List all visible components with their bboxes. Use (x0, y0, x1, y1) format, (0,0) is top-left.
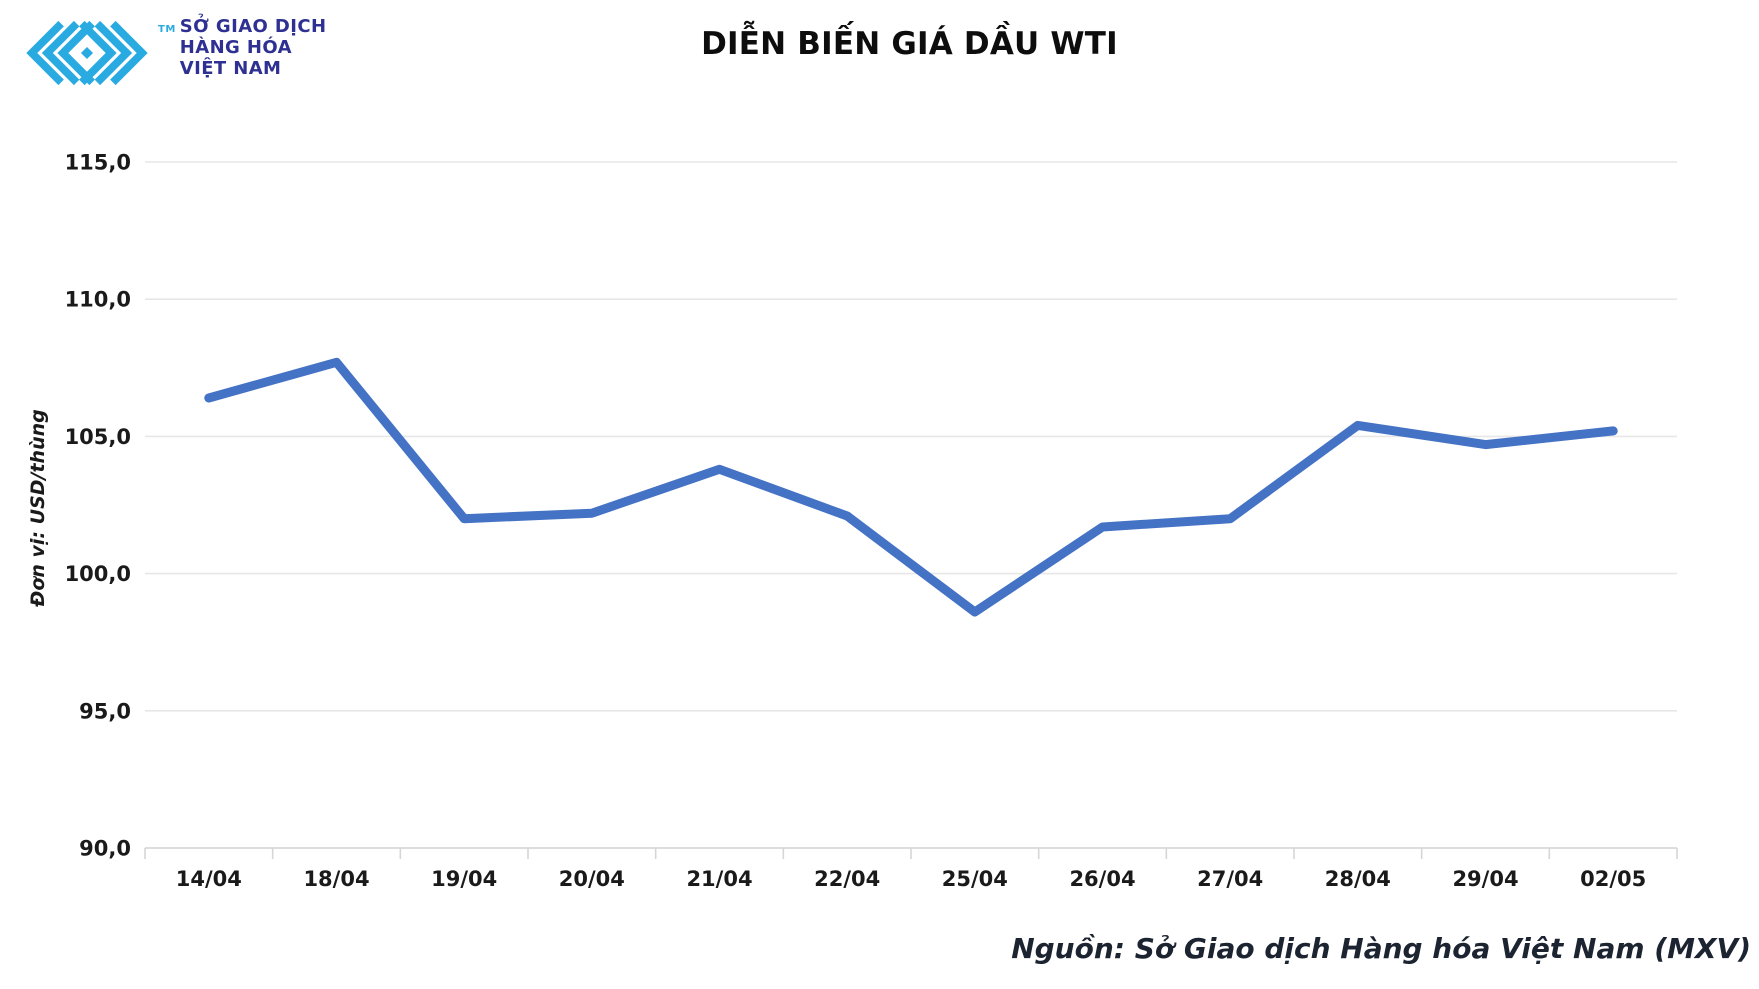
mxv-logo-icon (26, 20, 148, 86)
logo-wordmark: SỞ GIAO DỊCH HÀNG HÓA VIỆT NAM (180, 16, 327, 79)
mxv-logo: TM SỞ GIAO DỊCH HÀNG HÓA VIỆT NAM (18, 10, 326, 96)
x-tick-label: 20/04 (559, 867, 625, 891)
chart-title: DIỄN BIẾN GIÁ DẦU WTI (701, 26, 1118, 62)
x-tick-label: 22/04 (814, 867, 880, 891)
x-tick-label: 18/04 (303, 867, 369, 891)
x-tick-label: 25/04 (942, 867, 1008, 891)
price-line (204, 357, 1618, 617)
x-tick-label: 19/04 (431, 867, 497, 891)
x-tick-label: 21/04 (686, 867, 752, 891)
y-tick-label: 110,0 (65, 288, 131, 312)
y-tick-label: 100,0 (65, 562, 131, 586)
y-tick-label: 115,0 (65, 151, 131, 175)
x-tick-label: 26/04 (1069, 867, 1135, 891)
source-note: Nguồn: Sở Giao dịch Hàng hóa Việt Nam (M… (1011, 932, 1751, 965)
y-tick-label: 105,0 (65, 425, 131, 449)
x-tick-label: 28/04 (1325, 867, 1391, 891)
logo-line-3: VIỆT NAM (179, 58, 282, 79)
logo-line-2: HÀNG HÓA (179, 37, 292, 58)
logo-line-1: SỞ GIAO DỊCH (179, 16, 327, 37)
x-tick-label: 29/04 (1452, 867, 1518, 891)
y-tick-label: 90,0 (79, 837, 131, 861)
x-tick-label: 02/05 (1580, 867, 1646, 891)
trademark-label: TM (158, 24, 176, 35)
x-tick-label: 14/04 (176, 867, 242, 891)
y-axis-title: Đơn vị: USD/thùng (27, 409, 49, 607)
y-tick-label: 95,0 (79, 699, 131, 723)
x-tick-label: 27/04 (1197, 867, 1263, 891)
